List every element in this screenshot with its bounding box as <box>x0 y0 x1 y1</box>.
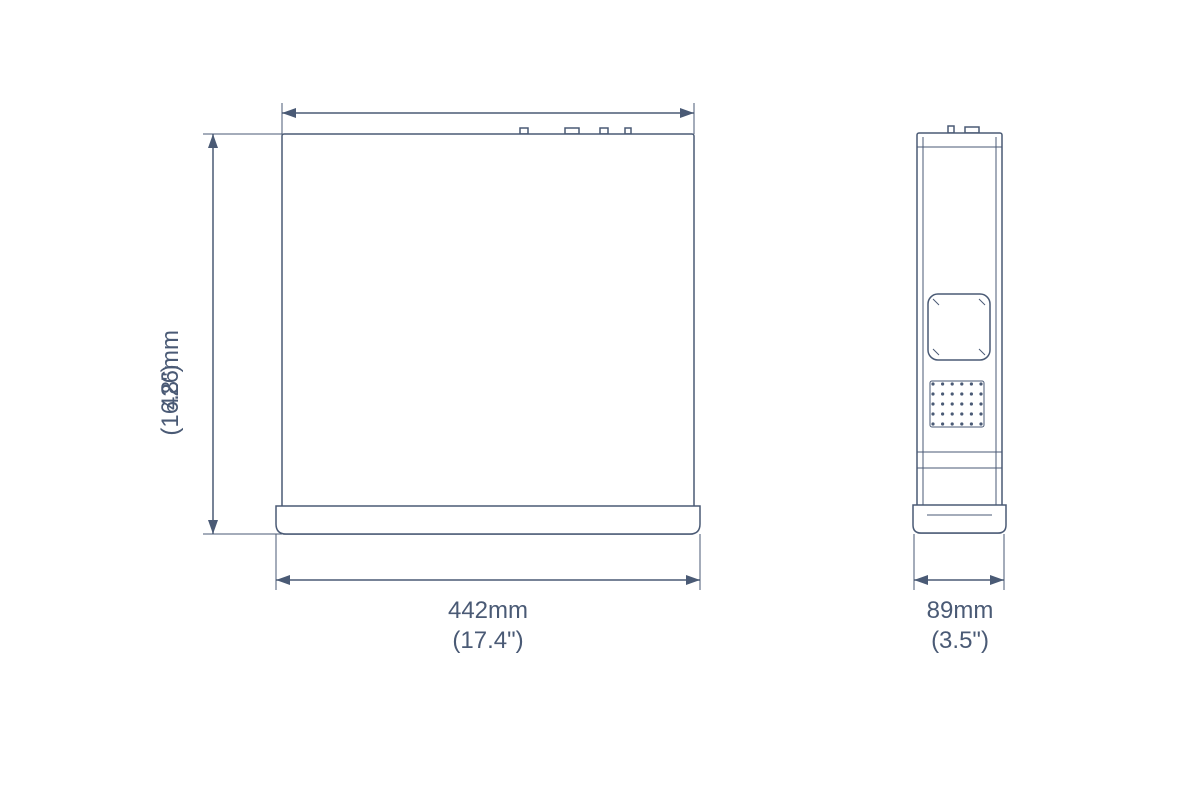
dim-depth-in: (3.5") <box>931 627 989 654</box>
dim-depth-mm: 89mm <box>927 597 994 624</box>
dim-width-mm: 442mm <box>448 597 528 624</box>
side-view <box>913 126 1006 533</box>
dim-width-in: (17.4") <box>452 627 523 654</box>
top-view <box>276 128 700 534</box>
dim-height-in: (16.8") <box>157 364 184 435</box>
